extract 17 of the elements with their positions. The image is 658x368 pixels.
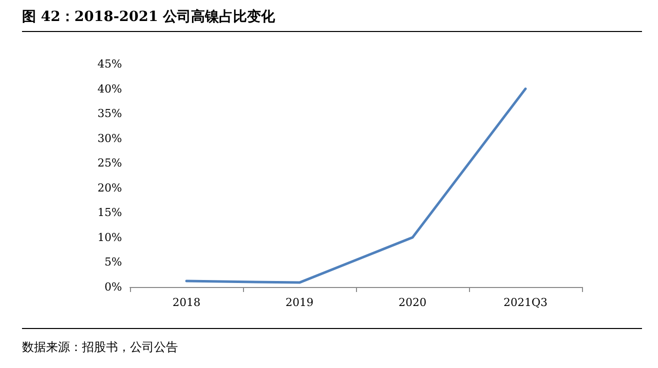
y-tick-label: 30% [98,132,122,145]
x-tick-label: 2021Q3 [503,296,548,309]
y-tick-label: 5% [104,256,122,269]
y-tick-label: 40% [98,82,122,96]
y-tick-label: 15% [98,206,122,220]
y-tick-label: 25% [98,156,122,170]
y-tick-label: 0% [104,280,122,294]
chart-title: 图 42：2018-2021 公司高镍占比变化 [22,8,642,32]
y-tick-label: 45% [98,58,122,70]
line-series [185,88,527,284]
source-note: 数据来源：招股书，公司公告 [22,328,642,356]
y-tick-label: 20% [98,181,122,194]
x-tick-label: 2020 [398,296,426,309]
y-tick-label: 35% [98,107,122,120]
y-tick-label: 10% [98,230,122,244]
x-tick-label: 2019 [286,296,314,309]
x-tick-label: 2018 [172,296,200,309]
